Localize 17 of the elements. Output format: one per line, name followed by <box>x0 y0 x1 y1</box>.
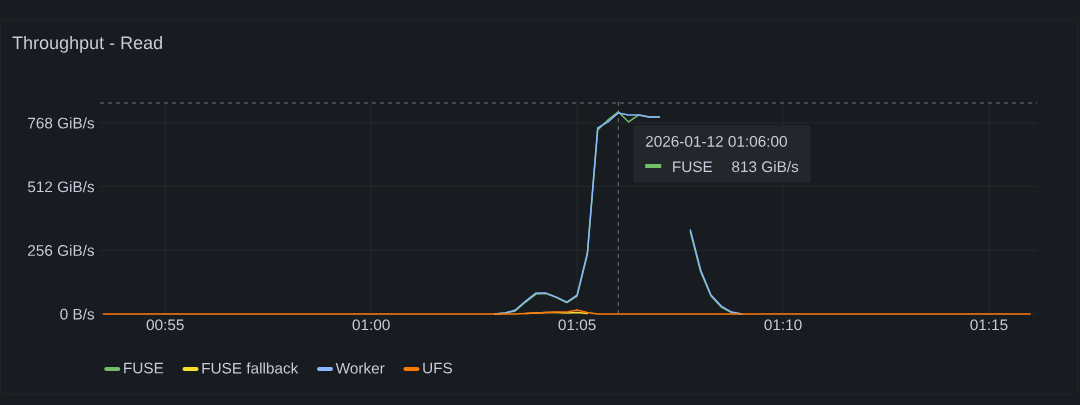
y-tick-label: 768 GiB/s <box>28 117 95 129</box>
chart-title: Throughput - Read <box>12 35 162 53</box>
y-tick-label: 256 GiB/s <box>28 244 95 256</box>
x-tick-label: 00:55 <box>146 319 184 331</box>
legend-label: FUSE <box>673 161 713 173</box>
y-tick-label: 512 GiB/s <box>27 180 95 193</box>
y-tick-label: 0 B/s <box>60 308 95 320</box>
annotation: 2026-01-12 01:06:00 <box>645 135 787 147</box>
annotation: 813 GiB/s <box>732 160 799 173</box>
text: FUSE <box>124 362 164 374</box>
legend-label: FUSE fallback <box>202 362 299 374</box>
x-tick-label: 01:00 <box>352 319 390 331</box>
legend-label: Worker <box>335 362 385 374</box>
legend-label: UFS <box>423 362 453 374</box>
x-tick-label: 01:10 <box>764 319 802 331</box>
x-tick-label: 01:05 <box>558 319 596 331</box>
x-tick-label: 01:15 <box>970 319 1008 331</box>
